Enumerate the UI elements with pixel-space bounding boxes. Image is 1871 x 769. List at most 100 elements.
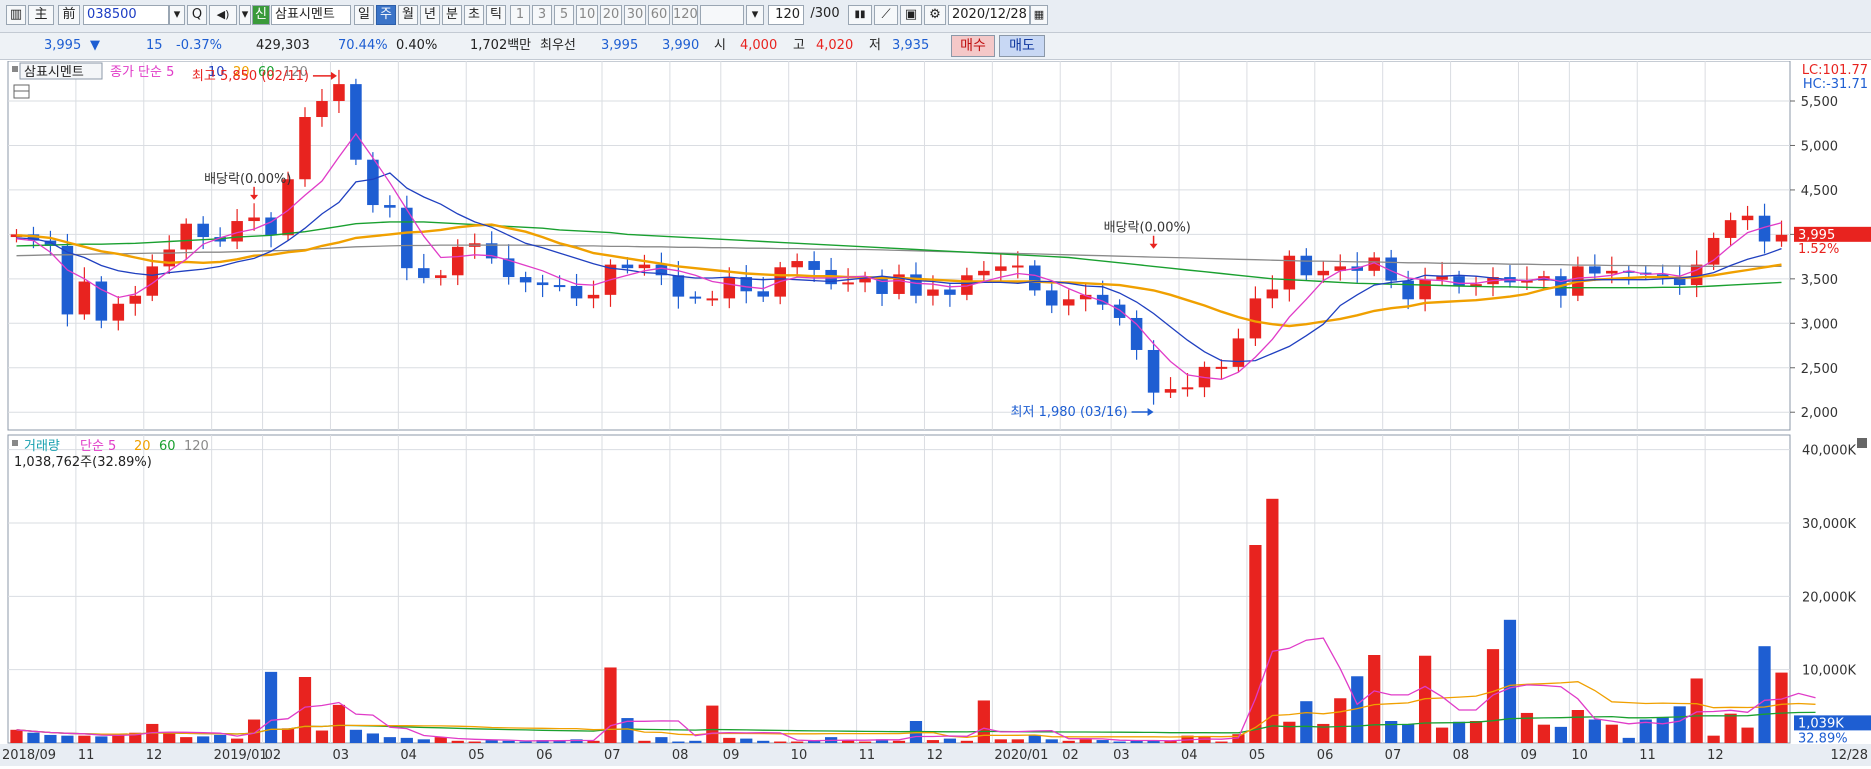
calendar-icon[interactable]: ▦ [1030,5,1048,25]
candle-type-icon[interactable]: ▮▮ [848,5,872,25]
volume-bar [1656,717,1669,743]
candle-body [1147,349,1160,393]
market-select-button[interactable]: 主 [28,5,54,25]
price-change: 15 [146,38,163,53]
stock-code-input[interactable]: 038500 [83,5,169,25]
candle-body [129,295,142,304]
y-tick-label: 4,500 [1801,184,1838,199]
volume-bar [1707,735,1720,743]
volume-title: 거래량 [24,439,60,454]
sell-button[interactable]: 매도 [999,35,1045,57]
stock-chart[interactable]: 2,0002,5003,0003,5004,0004,5005,0005,500… [0,61,1871,769]
low-label: 저 [869,38,881,53]
candle-body [1300,255,1313,276]
x-tick-label: 2020/01 [994,748,1048,763]
volume-tick-label: 40,000K [1802,444,1856,459]
x-tick-label: 02 [265,748,282,763]
bar-count-input[interactable]: 120 [768,5,804,25]
interval-button[interactable]: 120 [672,5,698,25]
volume-bar [570,739,583,743]
candle-body [978,270,990,276]
x-tick-label: 07 [604,748,621,763]
x-tick-label: 10 [791,748,808,763]
candle-body [689,296,702,299]
sound-icon[interactable]: ◀) [209,5,237,25]
x-tick-label: 11 [859,748,876,763]
x-tick-label: 12 [146,748,163,763]
new-badge[interactable]: 신 [252,5,270,25]
interval-button[interactable]: 60 [648,5,670,25]
sound-dropdown-icon[interactable]: ▾ [239,5,251,25]
interval-button[interactable]: 30 [624,5,646,25]
legend-ma5: 종가 단순 5 [110,65,174,80]
volume-bar [638,740,651,743]
menu-icon[interactable]: ▥ [6,5,26,25]
period-year-button[interactable]: 년 [420,5,440,25]
volume-bar [1741,727,1754,743]
period-month-button[interactable]: 월 [398,5,418,25]
volume-bar [1724,713,1737,743]
volume-bar [163,733,176,743]
volume-bar [1554,726,1567,743]
candle-body [1062,299,1075,306]
interval-button[interactable]: 3 [532,5,552,25]
volume-bar [977,700,990,743]
x-tick-label: 05 [468,748,485,763]
volume-bar [1232,734,1245,743]
volume-bar [366,733,379,743]
volume-bar [1486,649,1500,743]
interval-button[interactable]: 5 [554,5,574,25]
price-change-pct: -0.37% [176,38,222,53]
candle-body [1436,276,1448,280]
period-week-button[interactable]: 주 [376,5,396,25]
search-icon[interactable]: Q [187,5,207,25]
custom-interval-input[interactable] [700,5,744,25]
candle-body [1164,389,1177,393]
volume-bar [112,734,125,743]
line-type-icon[interactable]: ⟋ [874,5,898,25]
volume-bar [587,740,600,743]
volume-bar [655,737,668,743]
date-input[interactable]: 2020/12/28 [948,5,1030,25]
candle-body [1758,215,1771,242]
volume-bar [1266,498,1279,743]
candle-body [519,277,532,283]
volume-bar [1283,721,1296,743]
volume-bar [1045,739,1058,743]
last-price-label: 3,995 [1798,228,1835,243]
candle-body [859,277,871,283]
high-annotation: 최고 5,850 (02/11) [192,69,309,84]
settings-gear-icon[interactable]: ⚙ [924,5,946,25]
period-minute-button[interactable]: 분 [442,5,462,25]
x-tick-label: 07 [1385,748,1402,763]
volume-bar [1334,698,1347,743]
interval-button[interactable]: 10 [576,5,598,25]
collapse-icon[interactable] [1857,438,1867,448]
volume-bar [61,735,74,743]
candle-body [197,223,209,238]
candle-body [1317,270,1330,276]
volume-bar [994,739,1007,743]
prev-button[interactable]: 前 [58,5,80,25]
volume-bar [1469,721,1483,743]
interval-button[interactable]: 20 [600,5,622,25]
volume-bar [1452,721,1466,743]
candle-body [1673,277,1686,286]
code-dropdown-icon[interactable]: ▾ [169,5,185,25]
volume-bar [231,738,244,743]
period-tick-button[interactable]: 틱 [486,5,506,25]
volume-bar [1147,740,1160,743]
candle-body [910,274,922,296]
candle-body [502,258,515,278]
period-second-button[interactable]: 초 [464,5,484,25]
interval-button[interactable]: 1 [510,5,530,25]
volume-bar [1385,721,1398,743]
x-tick-label: 08 [672,748,689,763]
period-day-button[interactable]: 일 [354,5,374,25]
interval-dropdown-icon[interactable]: ▾ [746,5,764,25]
save-icon[interactable]: ▣ [900,5,922,25]
volume-bar [180,737,193,743]
candle-body [350,84,362,160]
volume-bar [197,736,210,743]
buy-button[interactable]: 매수 [951,35,995,57]
